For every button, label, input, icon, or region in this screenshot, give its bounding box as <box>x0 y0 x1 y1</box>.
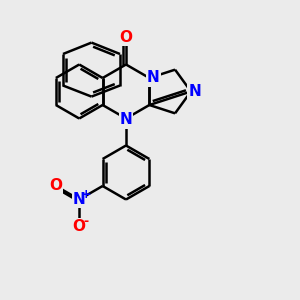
Text: N: N <box>73 192 85 207</box>
Text: O: O <box>119 30 133 45</box>
Text: -: - <box>83 214 88 228</box>
Text: O: O <box>73 219 86 234</box>
Text: O: O <box>50 178 62 194</box>
Text: +: + <box>80 188 91 201</box>
Text: N: N <box>147 70 160 86</box>
Text: N: N <box>120 112 132 128</box>
Text: N: N <box>188 84 201 99</box>
